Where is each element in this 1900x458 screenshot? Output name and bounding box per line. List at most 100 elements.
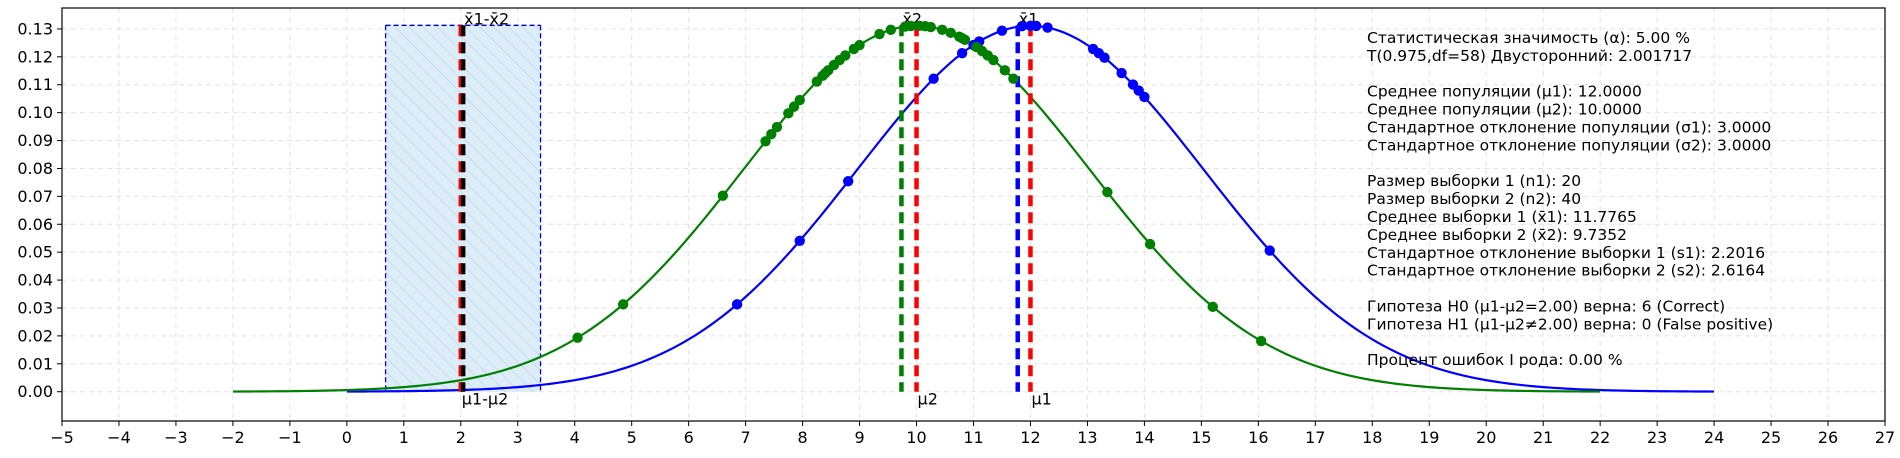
points-layer	[572, 20, 1275, 347]
y-tick-label: 0.08	[17, 159, 53, 178]
x-tick-label: −4	[107, 428, 131, 447]
y-tick-label: 0.00	[17, 382, 53, 401]
y-tick-label: 0.04	[17, 271, 53, 290]
sample-point-series-1	[731, 299, 743, 310]
y-tick-label: 0.09	[17, 131, 53, 150]
sample-point-series-1	[842, 176, 854, 187]
x-tick-label: 22	[1590, 428, 1610, 447]
sample-point-series-2	[1207, 301, 1218, 312]
sample-point-series-2	[617, 299, 629, 310]
x-tick-label: −2	[221, 428, 245, 447]
vline-label-6: x̄1-x̄2	[464, 9, 509, 28]
x-tick-label: 4	[570, 428, 580, 447]
stats-line: Среднее выборки 1 (x̄1): 11.7765	[1367, 208, 1637, 226]
plot-frame	[61, 7, 1886, 422]
stats-line: Процент ошибок I рода: 0.00 %	[1367, 351, 1623, 369]
x-tick-label: 16	[1248, 428, 1268, 447]
sample-point-series-2	[760, 136, 771, 147]
stats-line: Размер выборки 2 (n2): 40	[1367, 190, 1581, 208]
y-tick-label: 0.01	[17, 354, 53, 373]
x-tick-label: 7	[741, 428, 751, 447]
y-tick-label: 0.03	[17, 298, 53, 317]
sample-point-series-2	[840, 50, 851, 61]
sample-point-series-2	[1102, 186, 1113, 198]
sample-point-series-2	[905, 20, 917, 32]
y-tick-label: 0.06	[17, 215, 53, 234]
stats-line: Размер выборки 1 (n1): 20	[1367, 172, 1581, 190]
x-tick-label: 9	[854, 428, 864, 447]
sample-point-series-1	[928, 73, 939, 84]
x-tick-label: 8	[798, 428, 808, 447]
stats-layer: Статистическая значимость (α): 5.00 %T(0…	[1366, 29, 1773, 369]
y-tick-label: 0.10	[17, 103, 53, 122]
stats-line: Гипотеза H1 (μ1-μ2≠2.00) верна: 0 (False…	[1367, 315, 1773, 333]
x-tick-label: −1	[278, 428, 302, 447]
sample-point-series-1	[794, 235, 805, 247]
sample-point-series-1	[1042, 22, 1053, 33]
x-tick-label: 24	[1704, 428, 1724, 447]
stats-line: Стандартное отклонение популяции (σ2): 3…	[1367, 136, 1771, 154]
x-tick-label: 3	[513, 428, 523, 447]
x-tick-label: 17	[1305, 428, 1325, 447]
vline-label-5: μ1-μ2	[462, 390, 509, 409]
y-tick-label: 0.07	[17, 187, 53, 206]
stats-line: Среднее популяции (μ2): 10.0000	[1367, 101, 1642, 119]
sample-point-series-2	[717, 190, 729, 201]
sample-point-series-2	[794, 94, 805, 106]
axes-layer: −5 −4 −3 −2 −1 0 1 2 3 4 5 6 7 8 9 10 11 12 13 14 15 16 17 18 19…	[17, 7, 1895, 447]
sample-point-series-2	[925, 21, 936, 33]
stats-line: Стандартное отклонение выборки 2 (s2): 2…	[1367, 262, 1765, 280]
y-tick-label: 0.12	[17, 47, 53, 66]
x-tick-label: 20	[1476, 428, 1496, 447]
sample-point-series-2	[959, 34, 971, 45]
sample-point-series-1	[1099, 52, 1110, 63]
y-tick-label: 0.05	[17, 243, 53, 262]
sample-point-series-2	[1008, 73, 1019, 84]
stats-line: Статистическая значимость (α): 5.00 %	[1367, 29, 1690, 47]
x-tick-label: 10	[906, 428, 926, 447]
x-tick-label: 5	[627, 428, 637, 447]
sample-point-series-2	[1255, 335, 1267, 347]
x-tick-label: 11	[963, 428, 983, 447]
x-tick-label: 25	[1761, 428, 1781, 447]
sample-point-series-2	[999, 65, 1011, 76]
x-tick-label: 18	[1362, 428, 1382, 447]
x-tick-label: 13	[1077, 428, 1097, 447]
x-tick-label: 6	[684, 428, 694, 447]
sample-point-series-2	[1144, 238, 1156, 250]
stats-line: Стандартное отклонение популяции (σ1): 3…	[1367, 119, 1771, 137]
sample-point-series-2	[766, 128, 777, 140]
vline-label-2: μ1	[1031, 390, 1051, 409]
x-tick-label: 23	[1647, 428, 1667, 447]
x-tick-label: 12	[1020, 428, 1040, 447]
sample-point-series-2	[771, 121, 783, 133]
stats-line: Стандартное отклонение выборки 1 (s1): 2…	[1367, 244, 1765, 262]
y-tick-label: 0.11	[17, 75, 53, 94]
sample-point-series-2	[874, 28, 885, 40]
sample-point-series-2	[572, 332, 583, 343]
y-tick-label: 0.02	[17, 326, 53, 345]
x-tick-label: 15	[1191, 428, 1211, 447]
x-tick-label: 14	[1134, 428, 1154, 447]
x-tick-label: −5	[50, 428, 74, 447]
sample-point-series-2	[885, 24, 897, 35]
x-tick-label: 19	[1419, 428, 1439, 447]
x-tick-label: 1	[399, 428, 409, 447]
sample-point-series-1	[956, 47, 968, 59]
sample-point-series-1	[1264, 245, 1275, 256]
x-tick-label: 27	[1875, 428, 1895, 447]
x-tick-label: 26	[1818, 428, 1838, 447]
stats-line: Гипотеза H0 (μ1-μ2=2.00) верна: 6 (Corre…	[1367, 298, 1725, 316]
vline-label-4: μ2	[918, 390, 938, 409]
sample-point-series-2	[945, 27, 956, 39]
x-tick-label: 0	[342, 428, 352, 447]
stats-line: Среднее популяции (μ1): 12.0000	[1367, 83, 1642, 101]
y-tick-label: 0.13	[17, 19, 53, 38]
sample-point-series-2	[988, 54, 999, 66]
x-tick-label: −3	[164, 428, 188, 447]
interval-layer	[384, 24, 542, 392]
sample-point-series-1	[1116, 67, 1127, 79]
